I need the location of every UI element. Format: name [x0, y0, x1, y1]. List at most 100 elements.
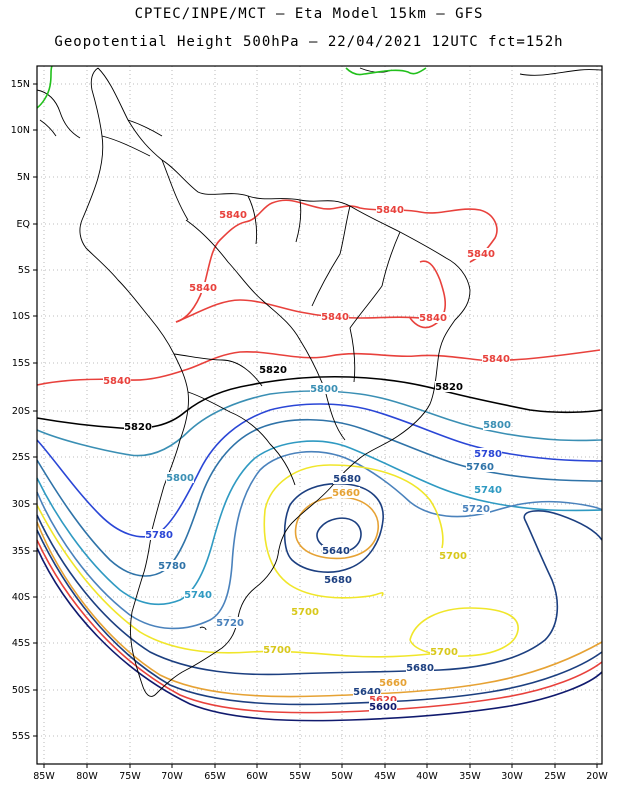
longitude-label: 40W — [416, 771, 438, 782]
south-america-coastline — [79, 67, 471, 697]
contour-label-background — [219, 209, 247, 220]
contour-label: 5800 — [310, 384, 338, 395]
map-axes: 85W 80W 75W 70W 65W 60W 55W 50W 45W 40W 35W 30W 25W 2… — [11, 79, 609, 782]
contour-5840-ne — [409, 260, 447, 329]
contour-label: 5600 — [369, 702, 397, 713]
longitude-label: 45W — [374, 771, 396, 782]
longitude-label: 70W — [161, 771, 183, 782]
contour-5720 — [36, 450, 603, 630]
caribbean-green-boundary — [36, 65, 427, 109]
contour-label-background — [483, 419, 511, 430]
contour-label: 5740 — [184, 590, 212, 601]
contour-5680 — [36, 510, 603, 676]
latitude-label: 40S — [12, 592, 30, 603]
contour-label: 5720 — [462, 504, 490, 515]
contour-label-background — [435, 381, 463, 392]
latitude-label: 45S — [12, 638, 30, 649]
contour-label: 5840 — [321, 312, 349, 323]
contour-label: 5780 — [145, 530, 173, 541]
contour-label-background — [406, 662, 434, 673]
contour-labels: 5840 5840 5840 5840 5840 5840 5840 5840 5820 5820… — [103, 204, 511, 713]
contour-label-background — [333, 473, 361, 484]
latitude-label: 5S — [18, 265, 30, 276]
contour-label-background — [158, 560, 186, 571]
contour-5760 — [36, 418, 603, 577]
contour-label: 5800 — [166, 473, 194, 484]
contour-label: 5840 — [103, 376, 131, 387]
longitude-label: 35W — [459, 771, 481, 782]
contour-5840-mid — [175, 299, 421, 323]
contour-label: 5840 — [376, 205, 404, 216]
longitude-label: 50W — [331, 771, 353, 782]
latitude-label: 10S — [12, 311, 30, 322]
contour-5660 — [36, 521, 603, 698]
contour-label: 5700 — [430, 647, 458, 658]
contour-label: 5680 — [324, 575, 352, 586]
latitude-label: 55S — [12, 731, 30, 742]
geopotential-contours — [36, 199, 603, 722]
contour-label-background — [324, 574, 352, 585]
latitude-label: 5N — [17, 172, 30, 183]
lat-lon-grid — [37, 66, 602, 764]
contour-label: 5680 — [406, 663, 434, 674]
longitude-label: 30W — [501, 771, 523, 782]
contour-label: 5820 — [435, 382, 463, 393]
contour-label-background — [439, 550, 467, 561]
contour-label-background — [216, 617, 244, 628]
contour-5840 — [36, 349, 601, 386]
latitude-label: 10N — [11, 125, 30, 136]
contour-label: 5700 — [263, 645, 291, 656]
contour-label: 5820 — [124, 422, 152, 433]
contour-label: 5840 — [467, 249, 495, 260]
latitude-label: 20S — [12, 406, 30, 417]
longitude-label: 55W — [289, 771, 311, 782]
contour-label: 5660 — [332, 488, 360, 499]
contour-label: 5720 — [216, 618, 244, 629]
longitude-label: 25W — [544, 771, 566, 782]
contour-label: 5740 — [474, 485, 502, 496]
map-title-line-2: Geopotential Height 500hPa – 22/04/2021 … — [54, 34, 564, 50]
contour-label: 5660 — [379, 678, 407, 689]
latitude-label: EQ — [17, 219, 30, 230]
map-frame — [36, 65, 603, 765]
contour-label: 5820 — [259, 365, 287, 376]
contour-label-background — [184, 589, 212, 600]
latitude-label: 50S — [12, 685, 30, 696]
contour-label: 5680 — [333, 474, 361, 485]
contour-label: 5840 — [482, 354, 510, 365]
contour-label-background — [419, 312, 447, 323]
contour-label-background — [430, 646, 458, 657]
contour-label-background — [259, 364, 287, 375]
contour-label: 5640 — [353, 687, 381, 698]
contour-label-background — [467, 248, 495, 259]
contour-label-background — [369, 694, 397, 705]
longitude-label: 20W — [586, 771, 608, 782]
latitude-label: 30S — [12, 499, 30, 510]
contour-label-background — [124, 421, 152, 432]
longitude-label: 80W — [76, 771, 98, 782]
contour-label-background — [379, 677, 407, 688]
contour-label-background — [474, 484, 502, 495]
map-title-line-1: CPTEC/INPE/MCT – Eta Model 15km – GFS — [134, 6, 484, 22]
latitude-label: 35S — [12, 546, 30, 557]
contour-5700 — [36, 504, 431, 658]
contour-label-background — [369, 701, 397, 712]
contour-5640 — [36, 529, 603, 706]
contour-label: 5700 — [439, 551, 467, 562]
contour-label-background — [166, 472, 194, 483]
longitude-label: 65W — [204, 771, 226, 782]
contour-5700-ring — [263, 464, 444, 599]
contour-5600 — [36, 547, 603, 722]
contour-label-background — [332, 487, 360, 498]
contour-label: 5780 — [474, 449, 502, 460]
contour-label: 5640 — [322, 546, 350, 557]
contour-5780 — [36, 403, 603, 538]
contour-label-background — [322, 545, 350, 556]
contour-label: 5780 — [158, 561, 186, 572]
contour-label-background — [291, 606, 319, 617]
contour-label-background — [189, 282, 217, 293]
contour-label: 5840 — [419, 313, 447, 324]
contour-label-background — [310, 383, 338, 394]
country-borders — [101, 119, 401, 486]
contour-label: 5760 — [466, 462, 494, 473]
